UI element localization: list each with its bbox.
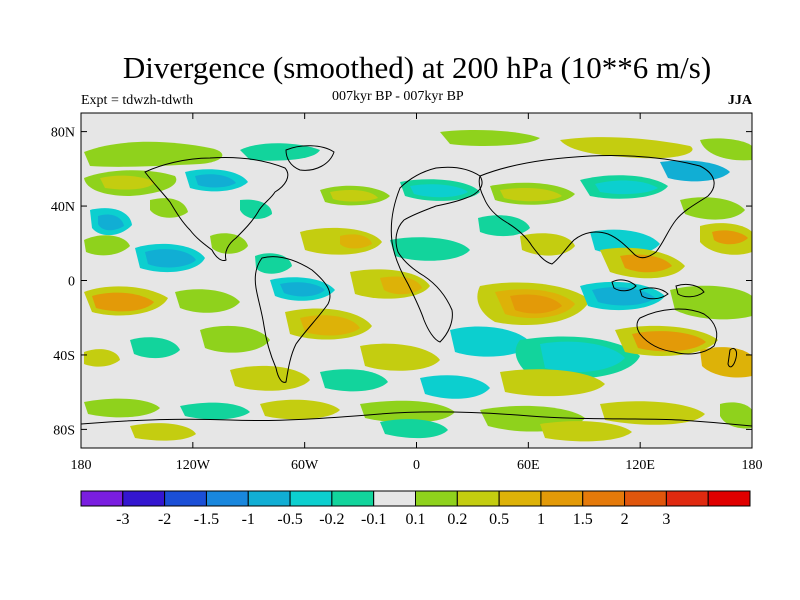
- experiment-label: Expt = tdwzh-tdwth: [81, 93, 194, 108]
- colorbar-swatch: [164, 490, 207, 507]
- colorbar-label: -1: [242, 511, 255, 528]
- colorbar-label: 0.1: [406, 511, 426, 528]
- x-tick-label: 0: [413, 458, 420, 473]
- season-label: JJA: [727, 93, 752, 108]
- colorbar-swatch: [205, 490, 249, 507]
- colorbar-label: -2: [158, 511, 171, 528]
- colorbar-swatch: [582, 490, 626, 507]
- y-tick-label: 80S: [53, 423, 75, 438]
- colorbar-label: -3: [116, 511, 129, 528]
- coastlines: [81, 145, 752, 427]
- colorbar-swatch: [373, 490, 416, 507]
- x-tick-label: 60E: [517, 458, 540, 473]
- x-tick-label: 180: [71, 458, 92, 473]
- colorbar-swatch: [80, 490, 124, 507]
- subtitle-label: 007kyr BP - 007kyr BP: [332, 89, 464, 104]
- colorbar-swatch: [665, 490, 709, 507]
- colorbar-swatch: [707, 490, 751, 507]
- colorbar-swatch: [247, 490, 291, 507]
- colorbar-swatch: [122, 490, 166, 507]
- colorbar-label: 1.5: [573, 511, 593, 528]
- y-tick-label: 40N: [51, 200, 75, 215]
- colorbar-swatch: [498, 490, 542, 507]
- colorbar-label: 0.5: [489, 511, 509, 528]
- x-tick-label: 180: [742, 458, 763, 473]
- divergence-field: [84, 130, 752, 442]
- colorbar-label: -0.2: [319, 511, 344, 528]
- colorbar-swatch: [540, 490, 584, 507]
- colorbar-swatch: [415, 490, 458, 507]
- y-axis: 80N 40N 0 40S 80S: [51, 126, 752, 438]
- y-tick-label: 80N: [51, 126, 75, 141]
- x-axis: 180 120W 60W 0 60E 120E 180: [71, 113, 763, 473]
- y-tick-label: 40S: [53, 349, 75, 364]
- colorbar-label: -0.5: [277, 511, 302, 528]
- colorbar-label: 2: [621, 511, 629, 528]
- colorbar-label: 3: [662, 511, 670, 528]
- colorbar-label: 1: [537, 511, 545, 528]
- colorbar-label: 0.2: [447, 511, 467, 528]
- colorbar-swatch: [456, 490, 500, 507]
- x-tick-label: 120E: [625, 458, 655, 473]
- colorbar-swatch: [289, 490, 333, 507]
- colorbar-label: -1.5: [194, 511, 219, 528]
- colorbar-swatch: [624, 490, 667, 507]
- y-tick-label: 0: [68, 275, 75, 290]
- colorbar: -3 -2 -1.5 -1 -0.5 -0.2 -0.1 0.1 0.2 0.5 1 1.5 2 3: [80, 490, 751, 528]
- colorbar-label: -0.1: [361, 511, 386, 528]
- x-tick-label: 120W: [176, 458, 211, 473]
- colorbar-swatch: [331, 490, 375, 507]
- plot-title: Divergence (smoothed) at 200 hPa (10**6 …: [122, 50, 712, 85]
- x-tick-label: 60W: [291, 458, 319, 473]
